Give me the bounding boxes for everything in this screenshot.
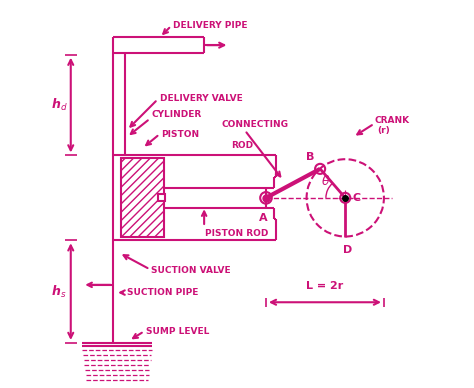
Text: SUMP LEVEL: SUMP LEVEL [146, 327, 210, 336]
Text: PISTON: PISTON [162, 130, 200, 139]
Text: $\theta$: $\theta$ [321, 174, 331, 188]
Text: (r): (r) [377, 126, 390, 135]
Text: D: D [343, 245, 352, 255]
Text: CYLINDER: CYLINDER [151, 110, 201, 119]
Text: h$_d$: h$_d$ [51, 97, 67, 113]
Bar [158, 194, 165, 201]
Text: SUCTION VALVE: SUCTION VALVE [151, 266, 231, 275]
Text: L = 2r: L = 2r [306, 281, 344, 291]
Text: B: B [306, 152, 315, 162]
Text: DELIVERY VALVE: DELIVERY VALVE [160, 94, 242, 102]
Text: h$_s$: h$_s$ [52, 284, 67, 300]
Text: CONNECTING: CONNECTING [221, 120, 289, 129]
Bar [121, 158, 164, 237]
Text: C: C [352, 193, 360, 203]
Text: CRANK: CRANK [374, 116, 410, 125]
Text: SUCTION PIPE: SUCTION PIPE [127, 288, 198, 297]
Text: DELIVERY PIPE: DELIVERY PIPE [173, 21, 248, 30]
Text: ROD: ROD [231, 140, 253, 150]
Text: A: A [259, 213, 267, 223]
Text: PISTON ROD: PISTON ROD [205, 229, 269, 238]
